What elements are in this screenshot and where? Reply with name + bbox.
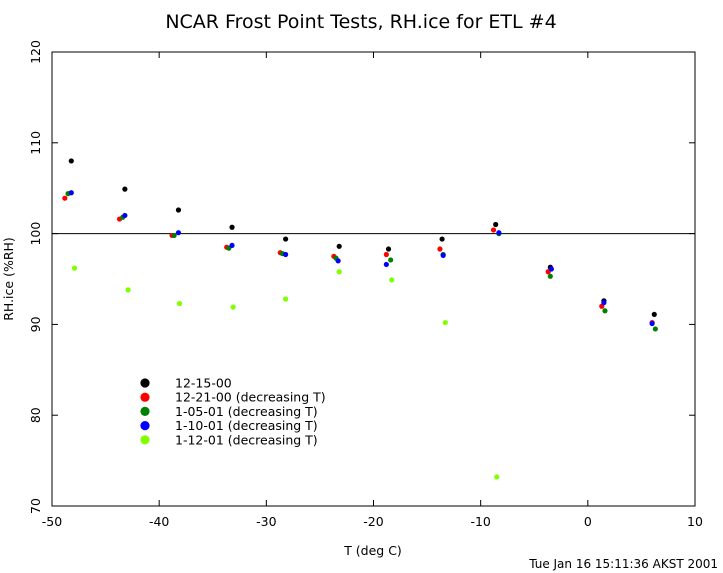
data-point <box>229 242 235 249</box>
data-point <box>125 287 131 293</box>
data-point <box>494 474 500 480</box>
legend-label: 1-10-01 (decreasing T) <box>175 418 318 433</box>
x-tick-label: 0 <box>584 514 592 529</box>
legend-marker <box>140 406 150 416</box>
data-point <box>283 236 289 242</box>
data-point <box>496 230 502 236</box>
data-point <box>122 212 128 219</box>
data-point <box>335 258 341 264</box>
data-point <box>651 311 657 318</box>
y-axis: 70 80 90 100 110 120 <box>28 40 695 514</box>
data-point <box>602 308 608 314</box>
data-point <box>385 246 392 252</box>
legend-label: 1-12-01 (decreasing T) <box>175 432 318 447</box>
x-tick-label: -30 <box>256 514 276 529</box>
series-2 <box>62 195 655 326</box>
data-point <box>649 320 655 327</box>
data-point <box>490 227 497 233</box>
data-point <box>336 243 342 249</box>
x-tick-label: -40 <box>149 514 169 529</box>
legend-marker <box>140 421 150 431</box>
data-point <box>71 265 78 271</box>
data-point <box>437 246 443 252</box>
series-5 <box>71 265 500 480</box>
legend-marker <box>140 392 150 402</box>
data-point <box>171 232 177 239</box>
y-tick-label: 80 <box>28 407 43 423</box>
data-point <box>388 257 394 263</box>
data-point <box>440 252 446 258</box>
data-point <box>383 251 389 258</box>
data-point <box>230 304 236 310</box>
data-point <box>229 224 235 230</box>
data-point <box>175 230 182 236</box>
data-point <box>439 236 445 242</box>
footer-timestamp: Tue Jan 16 15:11:36 AKST 2001 <box>528 557 718 571</box>
y-tick-label: 70 <box>28 498 43 514</box>
data-point <box>283 296 289 302</box>
data-point <box>336 269 342 275</box>
data-point <box>493 221 499 228</box>
legend-marker <box>140 435 150 445</box>
y-axis-label: RH.ice (%RH) <box>1 237 16 321</box>
legend-marker <box>140 378 150 388</box>
x-axis: -50 -40 -30 -20 -10 0 10 <box>42 52 703 529</box>
series-4 <box>68 190 655 327</box>
legend-label: 1-05-01 (decreasing T) <box>175 404 318 419</box>
data-point <box>547 273 553 279</box>
x-axis-label: T (deg C) <box>343 543 402 558</box>
data-point <box>122 186 128 192</box>
data-point <box>175 207 182 213</box>
x-tick-label: 10 <box>687 514 703 529</box>
data-point <box>548 266 554 272</box>
data-point <box>68 190 74 196</box>
data-point <box>283 251 289 258</box>
series-1 <box>68 158 657 318</box>
data-point <box>652 326 658 332</box>
chart-title: NCAR Frost Point Tests, RH.ice for ETL #… <box>165 11 556 33</box>
data-point <box>68 158 74 164</box>
y-tick-label: 90 <box>28 316 43 332</box>
x-tick-label: -20 <box>363 514 383 529</box>
data-point <box>62 195 68 201</box>
y-tick-label: 110 <box>28 131 43 155</box>
data-points <box>62 158 658 480</box>
data-point <box>383 261 389 268</box>
series-3 <box>65 191 658 332</box>
x-tick-label: -50 <box>42 514 62 529</box>
y-tick-label: 120 <box>28 40 43 64</box>
data-point <box>176 300 183 307</box>
data-point <box>442 319 448 326</box>
x-tick-label: -10 <box>470 514 490 529</box>
data-point <box>389 277 395 283</box>
y-tick-label: 100 <box>28 222 43 246</box>
data-point <box>601 300 607 306</box>
legend-label: 12-15-00 <box>175 376 232 391</box>
legend-label: 12-21-00 (decreasing T) <box>175 390 326 405</box>
